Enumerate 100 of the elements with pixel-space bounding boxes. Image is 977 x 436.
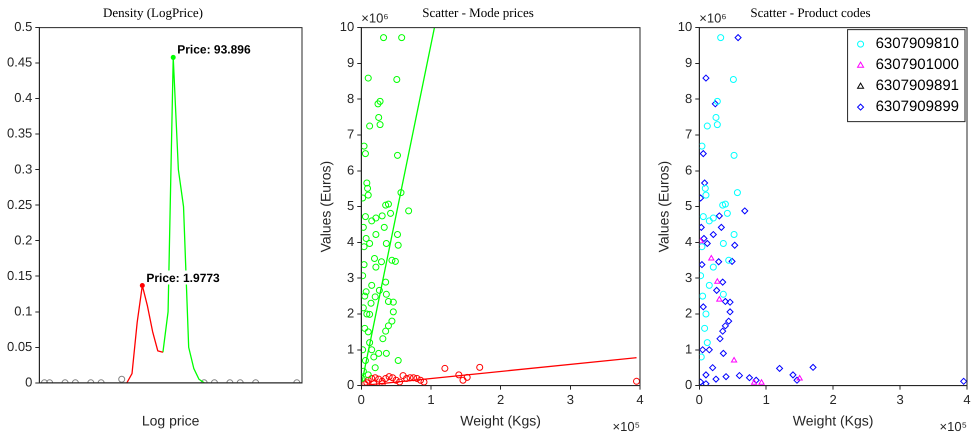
point	[704, 240, 711, 247]
point	[751, 379, 758, 385]
point	[758, 379, 765, 385]
point	[714, 121, 721, 128]
point	[699, 238, 704, 244]
x-axis-title: Weight (Kgs)	[792, 412, 874, 428]
point	[720, 290, 727, 298]
y-tick-label: 0.15	[6, 268, 32, 283]
point	[699, 224, 705, 231]
x-tick-label: 2	[497, 392, 504, 407]
y-tick-label: 5	[685, 198, 692, 214]
point	[712, 100, 719, 108]
y-axis-title: Values (Euros)	[317, 160, 334, 252]
point	[726, 298, 734, 306]
point	[793, 376, 800, 384]
point	[720, 240, 727, 247]
text: ×10⁵	[612, 419, 640, 434]
legend-label: 6307909891	[876, 77, 960, 94]
x-tick-label: 1	[762, 392, 770, 407]
point	[699, 292, 706, 300]
point	[736, 372, 743, 380]
point	[730, 152, 738, 159]
point	[700, 234, 708, 242]
point	[699, 142, 706, 150]
text: ×10⁵	[940, 419, 967, 434]
y-tick-label: 6	[685, 162, 692, 178]
y-tick-label: 3	[685, 270, 692, 285]
point	[170, 54, 176, 60]
x-tick-label: 1	[427, 392, 435, 407]
point	[708, 255, 714, 261]
chart-title: Scatter - Mode prices	[422, 5, 534, 20]
point	[710, 264, 717, 271]
legend-label: 6307901000	[876, 56, 960, 74]
y-tick-label: 0.1	[14, 303, 32, 318]
point	[717, 34, 724, 42]
point	[719, 328, 726, 335]
x-tick-label: 0	[696, 392, 703, 407]
point	[719, 202, 726, 209]
point	[709, 364, 716, 372]
y-tick-label: 9	[685, 54, 692, 70]
legend-label: 6307909810	[876, 35, 960, 52]
point	[716, 212, 723, 220]
point	[734, 34, 742, 42]
y-tick-label: 2	[685, 306, 692, 321]
y-tick-label: 0.2	[14, 232, 32, 248]
point	[702, 74, 710, 82]
point	[700, 213, 707, 220]
point	[796, 374, 803, 380]
point	[706, 217, 713, 224]
y-tick-label: 9	[347, 54, 354, 70]
y-tick-label: 0	[347, 377, 354, 392]
y-tick-label: 2	[347, 306, 354, 321]
x-axis-title: Log price	[142, 412, 200, 428]
point	[960, 378, 967, 385]
point	[776, 364, 784, 372]
point	[725, 318, 732, 325]
point	[701, 179, 708, 186]
point	[722, 373, 730, 380]
chart-title: Scatter - Product codes	[750, 5, 871, 20]
point	[699, 346, 706, 354]
point	[730, 76, 737, 84]
annotation: Price: 93.896	[177, 42, 251, 57]
point	[789, 371, 796, 378]
text: ×10⁶	[699, 10, 727, 26]
point	[722, 322, 729, 330]
y-tick-label: 4	[685, 234, 692, 249]
point	[714, 98, 721, 105]
y-tick-label: 0.45	[6, 54, 32, 70]
point	[731, 242, 738, 249]
y-tick-label: 10	[340, 19, 354, 34]
point	[722, 298, 729, 305]
point	[716, 335, 724, 342]
y-tick-label: 1	[685, 341, 692, 356]
y-axis-title: Values (Euros)	[655, 160, 672, 252]
point	[746, 374, 753, 382]
point	[710, 214, 717, 222]
annotation: Price: 1.9773	[146, 270, 220, 285]
point	[699, 243, 706, 250]
point	[712, 114, 720, 121]
point	[702, 380, 710, 386]
x-tick-label: 2	[830, 392, 837, 407]
point	[725, 256, 732, 264]
point	[699, 353, 705, 360]
point	[714, 278, 720, 284]
point	[706, 282, 713, 289]
text: ×10⁶	[361, 10, 389, 26]
point	[724, 210, 731, 217]
y-tick-label: 8	[347, 90, 354, 106]
x-axis-title: Weight (Kgs)	[460, 412, 541, 428]
point	[728, 258, 736, 265]
legend-label: 6307909899	[876, 98, 960, 116]
point	[712, 376, 720, 383]
point	[810, 364, 817, 371]
point	[140, 282, 145, 288]
point	[715, 258, 722, 266]
point	[700, 150, 707, 158]
point	[704, 122, 711, 130]
y-tick-label: 0.5	[14, 19, 32, 34]
y-tick-label: 7	[347, 126, 354, 142]
x-tick-label: 3	[566, 392, 574, 407]
